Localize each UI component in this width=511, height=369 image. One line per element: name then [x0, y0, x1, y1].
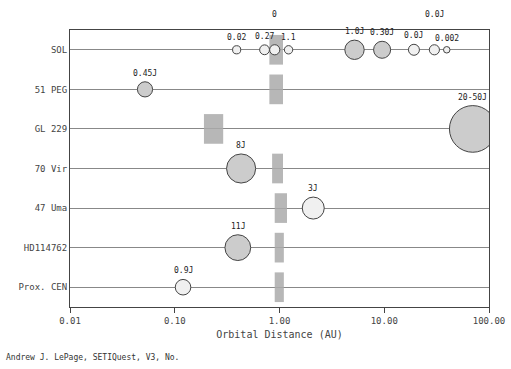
svg-text:HD114762: HD114762: [24, 243, 67, 253]
svg-text:Prox. CEN: Prox. CEN: [18, 282, 67, 292]
svg-text:1.00: 1.00: [269, 316, 291, 326]
svg-text:100.00: 100.00: [473, 316, 506, 326]
svg-text:0.0J: 0.0J: [404, 31, 423, 40]
svg-text:8J: 8J: [236, 141, 246, 150]
svg-text:3J: 3J: [308, 184, 318, 193]
svg-text:51 PEG: 51 PEG: [35, 85, 68, 95]
svg-text:0.45J: 0.45J: [133, 69, 157, 78]
svg-text:1.0J: 1.0J: [345, 27, 364, 36]
svg-text:0.0J: 0.0J: [425, 10, 444, 19]
svg-text:0.9J: 0.9J: [174, 266, 193, 275]
svg-text:Orbital Distance (AU): Orbital Distance (AU): [216, 329, 342, 340]
svg-text:0.27: 0.27: [255, 32, 274, 41]
svg-text:0.01: 0.01: [59, 316, 81, 326]
svg-text:70 Vir: 70 Vir: [35, 164, 68, 174]
svg-text:0.10: 0.10: [164, 316, 186, 326]
svg-text:0.002: 0.002: [435, 34, 459, 43]
svg-text:0.30J: 0.30J: [370, 28, 394, 37]
svg-text:11J: 11J: [231, 222, 245, 231]
svg-text:10.00: 10.00: [371, 316, 398, 326]
svg-text:0.02: 0.02: [227, 33, 246, 42]
svg-text:47 Uma: 47 Uma: [35, 203, 68, 213]
svg-text:SOL: SOL: [51, 45, 67, 55]
svg-text:GL 229: GL 229: [35, 124, 68, 134]
svg-text:0: 0: [272, 10, 277, 19]
svg-text:Andrew J. LePage, SETIQuest, V: Andrew J. LePage, SETIQuest, V3, No.: [6, 353, 179, 362]
svg-text:1.1: 1.1: [281, 33, 296, 42]
svg-text:20-50J: 20-50J: [458, 93, 487, 102]
